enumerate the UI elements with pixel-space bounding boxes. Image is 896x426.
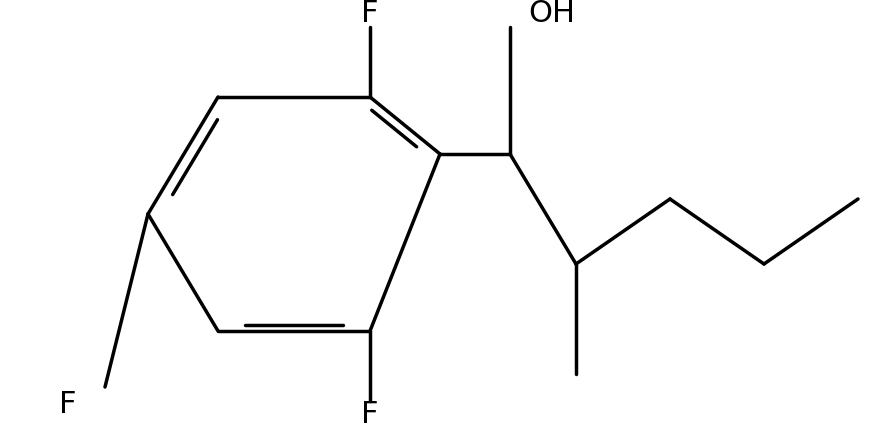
Text: F: F: [361, 400, 379, 426]
Text: OH: OH: [528, 0, 575, 29]
Text: F: F: [361, 0, 379, 29]
Text: F: F: [59, 390, 77, 418]
